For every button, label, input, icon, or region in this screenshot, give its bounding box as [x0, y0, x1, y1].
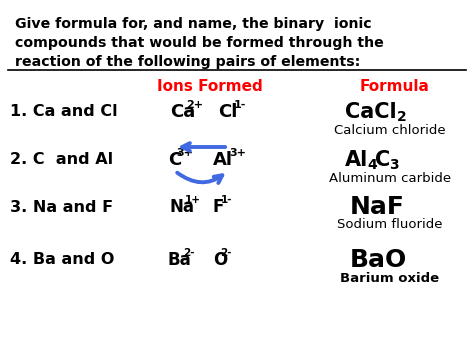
Text: 2-: 2-: [183, 248, 194, 258]
Text: F: F: [213, 198, 224, 216]
Text: Ba: Ba: [168, 251, 192, 269]
Text: 2-: 2-: [220, 248, 232, 258]
Text: 4. Ba and O: 4. Ba and O: [10, 252, 114, 268]
Text: Give formula for, and name, the binary  ionic: Give formula for, and name, the binary i…: [15, 17, 372, 31]
Text: 2: 2: [397, 110, 407, 124]
Text: CaCl: CaCl: [345, 102, 397, 122]
Text: compounds that would be formed through the: compounds that would be formed through t…: [15, 36, 384, 50]
Text: 1. Ca and Cl: 1. Ca and Cl: [10, 104, 118, 120]
Text: 3. Na and F: 3. Na and F: [10, 200, 113, 214]
Text: C: C: [375, 150, 390, 170]
Text: Calcium chloride: Calcium chloride: [334, 124, 446, 137]
Text: Sodium fluoride: Sodium fluoride: [337, 218, 443, 230]
Text: 3+: 3+: [176, 148, 193, 158]
Text: Al: Al: [345, 150, 368, 170]
Text: Formula: Formula: [360, 79, 430, 94]
Text: Na: Na: [170, 198, 195, 216]
Text: Aluminum carbide: Aluminum carbide: [329, 171, 451, 185]
Text: 1-: 1-: [234, 100, 246, 110]
Text: 2. C  and Al: 2. C and Al: [10, 153, 113, 168]
Text: C: C: [168, 151, 181, 169]
Text: 3+: 3+: [229, 148, 246, 158]
Text: Ions Formed: Ions Formed: [157, 79, 263, 94]
Text: NaF: NaF: [350, 195, 405, 219]
Text: 1+: 1+: [185, 195, 201, 206]
Text: BaO: BaO: [350, 248, 407, 272]
Text: O: O: [213, 251, 227, 269]
Text: reaction of the following pairs of elements:: reaction of the following pairs of eleme…: [15, 55, 360, 69]
Text: 1-: 1-: [220, 195, 232, 206]
Text: Cl: Cl: [218, 103, 237, 121]
Text: 2+: 2+: [186, 100, 203, 110]
Text: 4: 4: [367, 158, 377, 172]
Text: Ca: Ca: [170, 103, 195, 121]
Text: Barium oxide: Barium oxide: [340, 272, 439, 284]
Text: Al: Al: [213, 151, 233, 169]
Text: 3: 3: [389, 158, 399, 172]
